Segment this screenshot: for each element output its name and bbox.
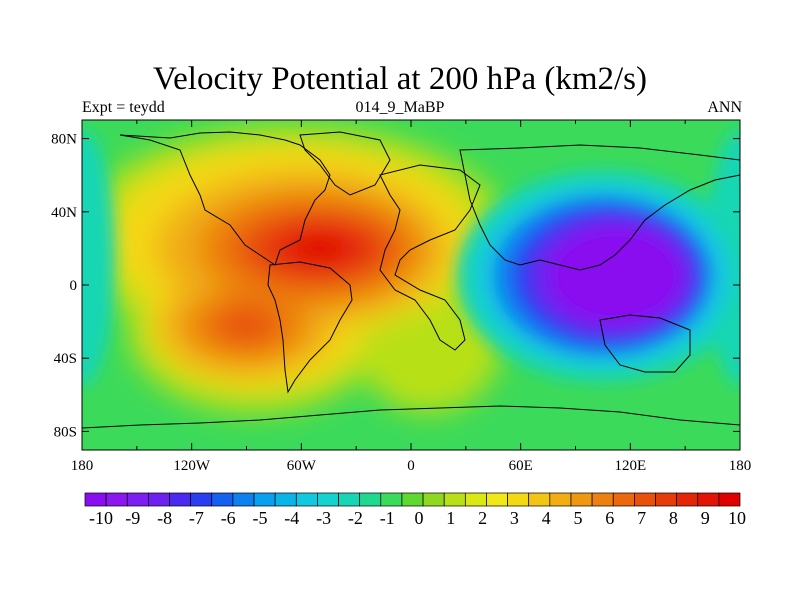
y-tick-label: 0	[70, 278, 78, 294]
colorbar-label: 6	[605, 508, 615, 528]
colorbar-box	[359, 492, 382, 507]
colorbar-label: -4	[284, 508, 300, 528]
colorbar-box	[126, 492, 149, 507]
colorbar-box	[232, 492, 255, 507]
coastline-segment	[82, 405, 740, 450]
colorbar-box	[718, 492, 741, 507]
contour-level	[213, 305, 280, 346]
x-tick-label: 60E	[509, 458, 533, 474]
contour-field	[82, 120, 740, 450]
coastline-segment	[119, 131, 331, 266]
colorbar-box	[190, 492, 213, 507]
x-tick-label: 180	[71, 458, 94, 474]
colorbar-label: -10	[89, 508, 113, 528]
colorbar-box	[422, 492, 445, 507]
coastline-segment	[459, 144, 740, 271]
experiment-label: Expt = teydd	[82, 99, 165, 116]
colorbar-box	[380, 492, 403, 507]
colorbar-label: 7	[637, 508, 647, 528]
colorbar-box	[253, 492, 276, 507]
colorbar	[84, 492, 741, 507]
season-label: ANN	[707, 99, 742, 116]
x-tick-label: 120W	[173, 458, 211, 474]
colorbar-label: 10	[728, 508, 746, 528]
y-tick-label: 40N	[51, 205, 77, 221]
coastline-segment	[599, 314, 691, 373]
colorbar-label: 0	[414, 508, 424, 528]
y-tick-label: 80S	[54, 424, 77, 440]
colorbar-label: -7	[188, 508, 204, 528]
coastline-segment	[379, 164, 481, 351]
case-label: 014_9_MaBP	[355, 99, 445, 116]
coastline-segment	[299, 131, 391, 196]
x-tick-label: 0	[407, 458, 415, 474]
colorbar-box	[528, 492, 551, 507]
colorbar-box	[486, 492, 508, 507]
colorbar-box	[634, 492, 656, 507]
x-tick-label: 60W	[287, 458, 317, 474]
colorbar-box	[84, 492, 107, 507]
colorbar-box	[274, 492, 297, 507]
colorbar-label: -9	[125, 508, 141, 528]
x-tick-label: 120E	[614, 458, 646, 474]
colorbar-box	[295, 492, 318, 507]
coastline-segment	[267, 261, 353, 394]
colorbar-label: 9	[700, 508, 710, 528]
contour-level	[549, 228, 682, 324]
colorbar-box	[464, 492, 487, 507]
colorbar-label: 2	[478, 508, 488, 528]
colorbar-label: -5	[252, 508, 268, 528]
colorbar-box	[169, 492, 191, 507]
colorbar-label: 4	[541, 508, 551, 528]
colorbar-label: -6	[220, 508, 236, 528]
colorbar-box	[443, 492, 466, 507]
colorbar-box	[549, 492, 572, 507]
colorbar-box	[591, 492, 614, 507]
contour-level	[82, 129, 115, 386]
colorbar-label: -3	[316, 508, 332, 528]
colorbar-box	[401, 492, 424, 507]
colorbar-box	[676, 492, 699, 507]
plot-title: Velocity Potential at 200 hPa (km2/s)	[152, 61, 648, 97]
colorbar-label: 5	[573, 508, 583, 528]
colorbar-box	[317, 492, 339, 507]
colorbar-box	[338, 492, 361, 507]
colorbar-box	[211, 492, 234, 507]
positive-region	[82, 125, 512, 414]
axis-ticks: 180 120W 60W 0 60E 120E 180 80N 40N 0 40S 80S	[51, 120, 751, 474]
negative-region	[82, 129, 740, 386]
colorbar-label: 8	[668, 508, 678, 528]
y-tick-label: 80N	[51, 132, 77, 148]
y-tick-label: 40S	[54, 351, 77, 367]
x-tick-label: 180	[729, 458, 752, 474]
colorbar-label: -8	[157, 508, 173, 528]
colorbar-label: 1	[446, 508, 456, 528]
colorbar-box	[570, 492, 593, 507]
colorbar-label: -2	[347, 508, 363, 528]
colorbar-label: -1	[379, 508, 395, 528]
coastlines	[82, 131, 740, 450]
colorbar-box	[655, 492, 677, 507]
contour-level	[290, 233, 349, 264]
colorbar-label: 3	[509, 508, 519, 528]
colorbar-box	[148, 492, 170, 507]
colorbar-box	[612, 492, 635, 507]
colorbar-box	[697, 492, 720, 507]
colorbar-box	[507, 492, 530, 507]
colorbar-box	[105, 492, 128, 507]
